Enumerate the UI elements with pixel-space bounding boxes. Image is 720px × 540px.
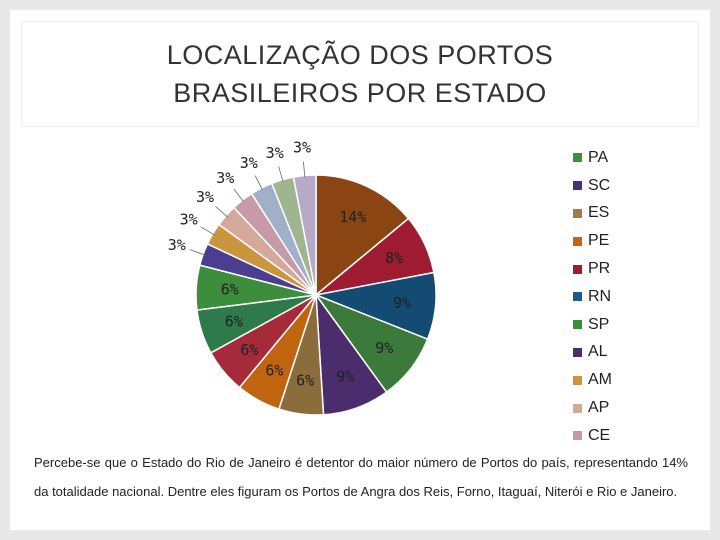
slice-label-5: 6% <box>296 372 314 390</box>
title-line-1: LOCALIZAÇÃO DOS PORTOS <box>166 40 554 70</box>
legend-label: PA <box>588 148 609 166</box>
legend-label: RN <box>588 287 612 305</box>
caption-text: Percebe-se que o Estado do Rio de Janeir… <box>34 455 688 499</box>
legend-swatch <box>573 208 582 218</box>
slice-label-13: 3% <box>216 169 234 187</box>
legend-item-pr: PR <box>573 255 693 283</box>
legend-swatch <box>573 292 582 302</box>
slice-label-16: 3% <box>293 139 311 157</box>
legend-item-sc: SC <box>573 172 693 200</box>
legend-swatch <box>573 375 582 385</box>
slice-label-15: 3% <box>266 144 284 162</box>
legend-item-ap: AP <box>573 394 693 422</box>
pie-slice-0 <box>315 174 410 297</box>
leader-line-14 <box>254 175 263 191</box>
legend-label: SC <box>588 176 611 194</box>
chart-legend: PA SC ES PE PR RN SP AL AM AP CE <box>573 144 693 450</box>
legend-item-pa: PA <box>573 144 693 172</box>
slice-label-14: 3% <box>240 154 258 172</box>
legend-swatch <box>573 403 582 413</box>
title-line-2: BRASILEIROS POR ESTADO <box>173 78 547 108</box>
legend-swatch <box>573 320 582 330</box>
slice-label-6: 6% <box>265 362 283 380</box>
legend-item-rn: RN <box>573 283 693 311</box>
leader-line-10 <box>189 249 206 256</box>
slice-label-7: 6% <box>240 341 258 359</box>
legend-swatch <box>573 181 582 191</box>
legend-swatch <box>573 153 582 163</box>
legend-label: SP <box>588 315 610 333</box>
slice-label-4: 9% <box>336 367 354 385</box>
legend-swatch <box>573 264 582 274</box>
legend-item-ce: CE <box>573 422 693 450</box>
slice-label-3: 9% <box>375 339 393 357</box>
slice-label-8: 6% <box>225 313 243 331</box>
legend-item-sp: SP <box>573 311 693 339</box>
slice-label-1: 8% <box>385 249 403 267</box>
slide-title: LOCALIZAÇÃO DOS PORTOS BRASILEIROS POR E… <box>22 36 698 112</box>
legend-swatch <box>573 431 582 441</box>
legend-label: AL <box>588 343 608 361</box>
leader-line-12 <box>215 206 228 218</box>
legend-label: CE <box>588 426 611 444</box>
leader-line-11 <box>200 226 215 236</box>
slice-label-12: 3% <box>196 188 214 206</box>
slice-label-9: 6% <box>221 281 239 299</box>
legend-label: PR <box>588 260 611 278</box>
legend-item-al: AL <box>573 339 693 367</box>
legend-label: AM <box>588 371 612 389</box>
legend-item-am: AM <box>573 366 693 394</box>
legend-item-es: ES <box>573 200 693 228</box>
leader-line-16 <box>302 161 306 178</box>
legend-item-pe: PE <box>573 227 693 255</box>
slice-label-10: 3% <box>168 236 186 254</box>
legend-label: AP <box>588 399 610 417</box>
leader-line-13 <box>233 188 244 203</box>
slice-label-11: 3% <box>180 211 198 229</box>
legend-label: PE <box>588 232 610 250</box>
title-band: LOCALIZAÇÃO DOS PORTOS BRASILEIROS POR E… <box>22 22 698 126</box>
slice-label-0: 14% <box>339 208 366 226</box>
legend-label: ES <box>588 204 610 222</box>
legend-swatch <box>573 347 582 357</box>
legend-swatch <box>573 236 582 246</box>
leader-line-15 <box>278 166 284 182</box>
slice-label-2: 9% <box>393 294 411 312</box>
